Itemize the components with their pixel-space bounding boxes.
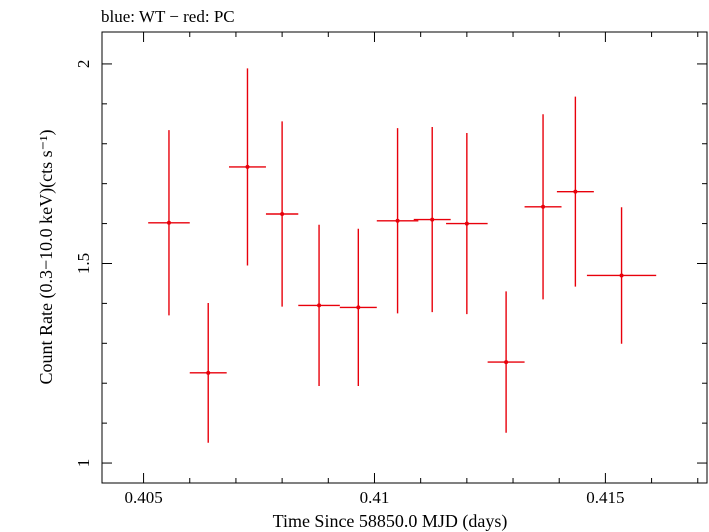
data-point-marker bbox=[619, 273, 624, 278]
axis-ticks bbox=[102, 32, 707, 483]
data-point-marker bbox=[206, 370, 211, 375]
data-point bbox=[586, 207, 657, 344]
data-point bbox=[524, 114, 562, 300]
data-point-marker bbox=[395, 218, 400, 223]
y-tick-label: 2 bbox=[74, 60, 93, 68]
data-point-marker bbox=[504, 360, 509, 365]
plot-frame bbox=[101, 31, 708, 484]
y-tick-label: 1.5 bbox=[74, 253, 93, 274]
data-point bbox=[487, 291, 525, 433]
x-tick-label: 0.405 bbox=[124, 488, 162, 507]
data-point bbox=[148, 130, 190, 316]
data-point bbox=[189, 302, 227, 443]
data-point-marker bbox=[356, 305, 361, 310]
data-point-marker bbox=[245, 164, 250, 169]
data-point bbox=[265, 121, 299, 307]
data-point bbox=[413, 126, 451, 313]
data-point-marker bbox=[430, 217, 435, 222]
data-point bbox=[339, 228, 377, 387]
chart-title: blue: WT − red: PC bbox=[101, 7, 235, 26]
data-point-marker bbox=[541, 204, 546, 209]
data-point bbox=[298, 224, 340, 387]
data-point bbox=[446, 132, 488, 315]
data-point-marker bbox=[166, 220, 171, 225]
y-tick-label: 1 bbox=[74, 459, 93, 468]
x-tick-label: 0.41 bbox=[360, 488, 390, 507]
data-point-marker bbox=[573, 189, 578, 194]
data-point-marker bbox=[280, 211, 285, 216]
data-point bbox=[229, 68, 266, 266]
data-point bbox=[376, 128, 419, 314]
axis-tick-labels: 0.405 0.41 0.415 1 1.5 2 bbox=[74, 60, 625, 507]
x-axis-label: Time Since 58850.0 MJD (days) bbox=[273, 511, 508, 532]
data-points bbox=[148, 68, 657, 443]
y-axis-label: Count Rate (0.3−10.0 keV)(cts s⁻¹) bbox=[36, 129, 57, 384]
data-point-marker bbox=[317, 303, 322, 308]
x-tick-label: 0.415 bbox=[586, 488, 624, 507]
data-point bbox=[556, 96, 594, 287]
data-point-marker bbox=[464, 221, 469, 226]
